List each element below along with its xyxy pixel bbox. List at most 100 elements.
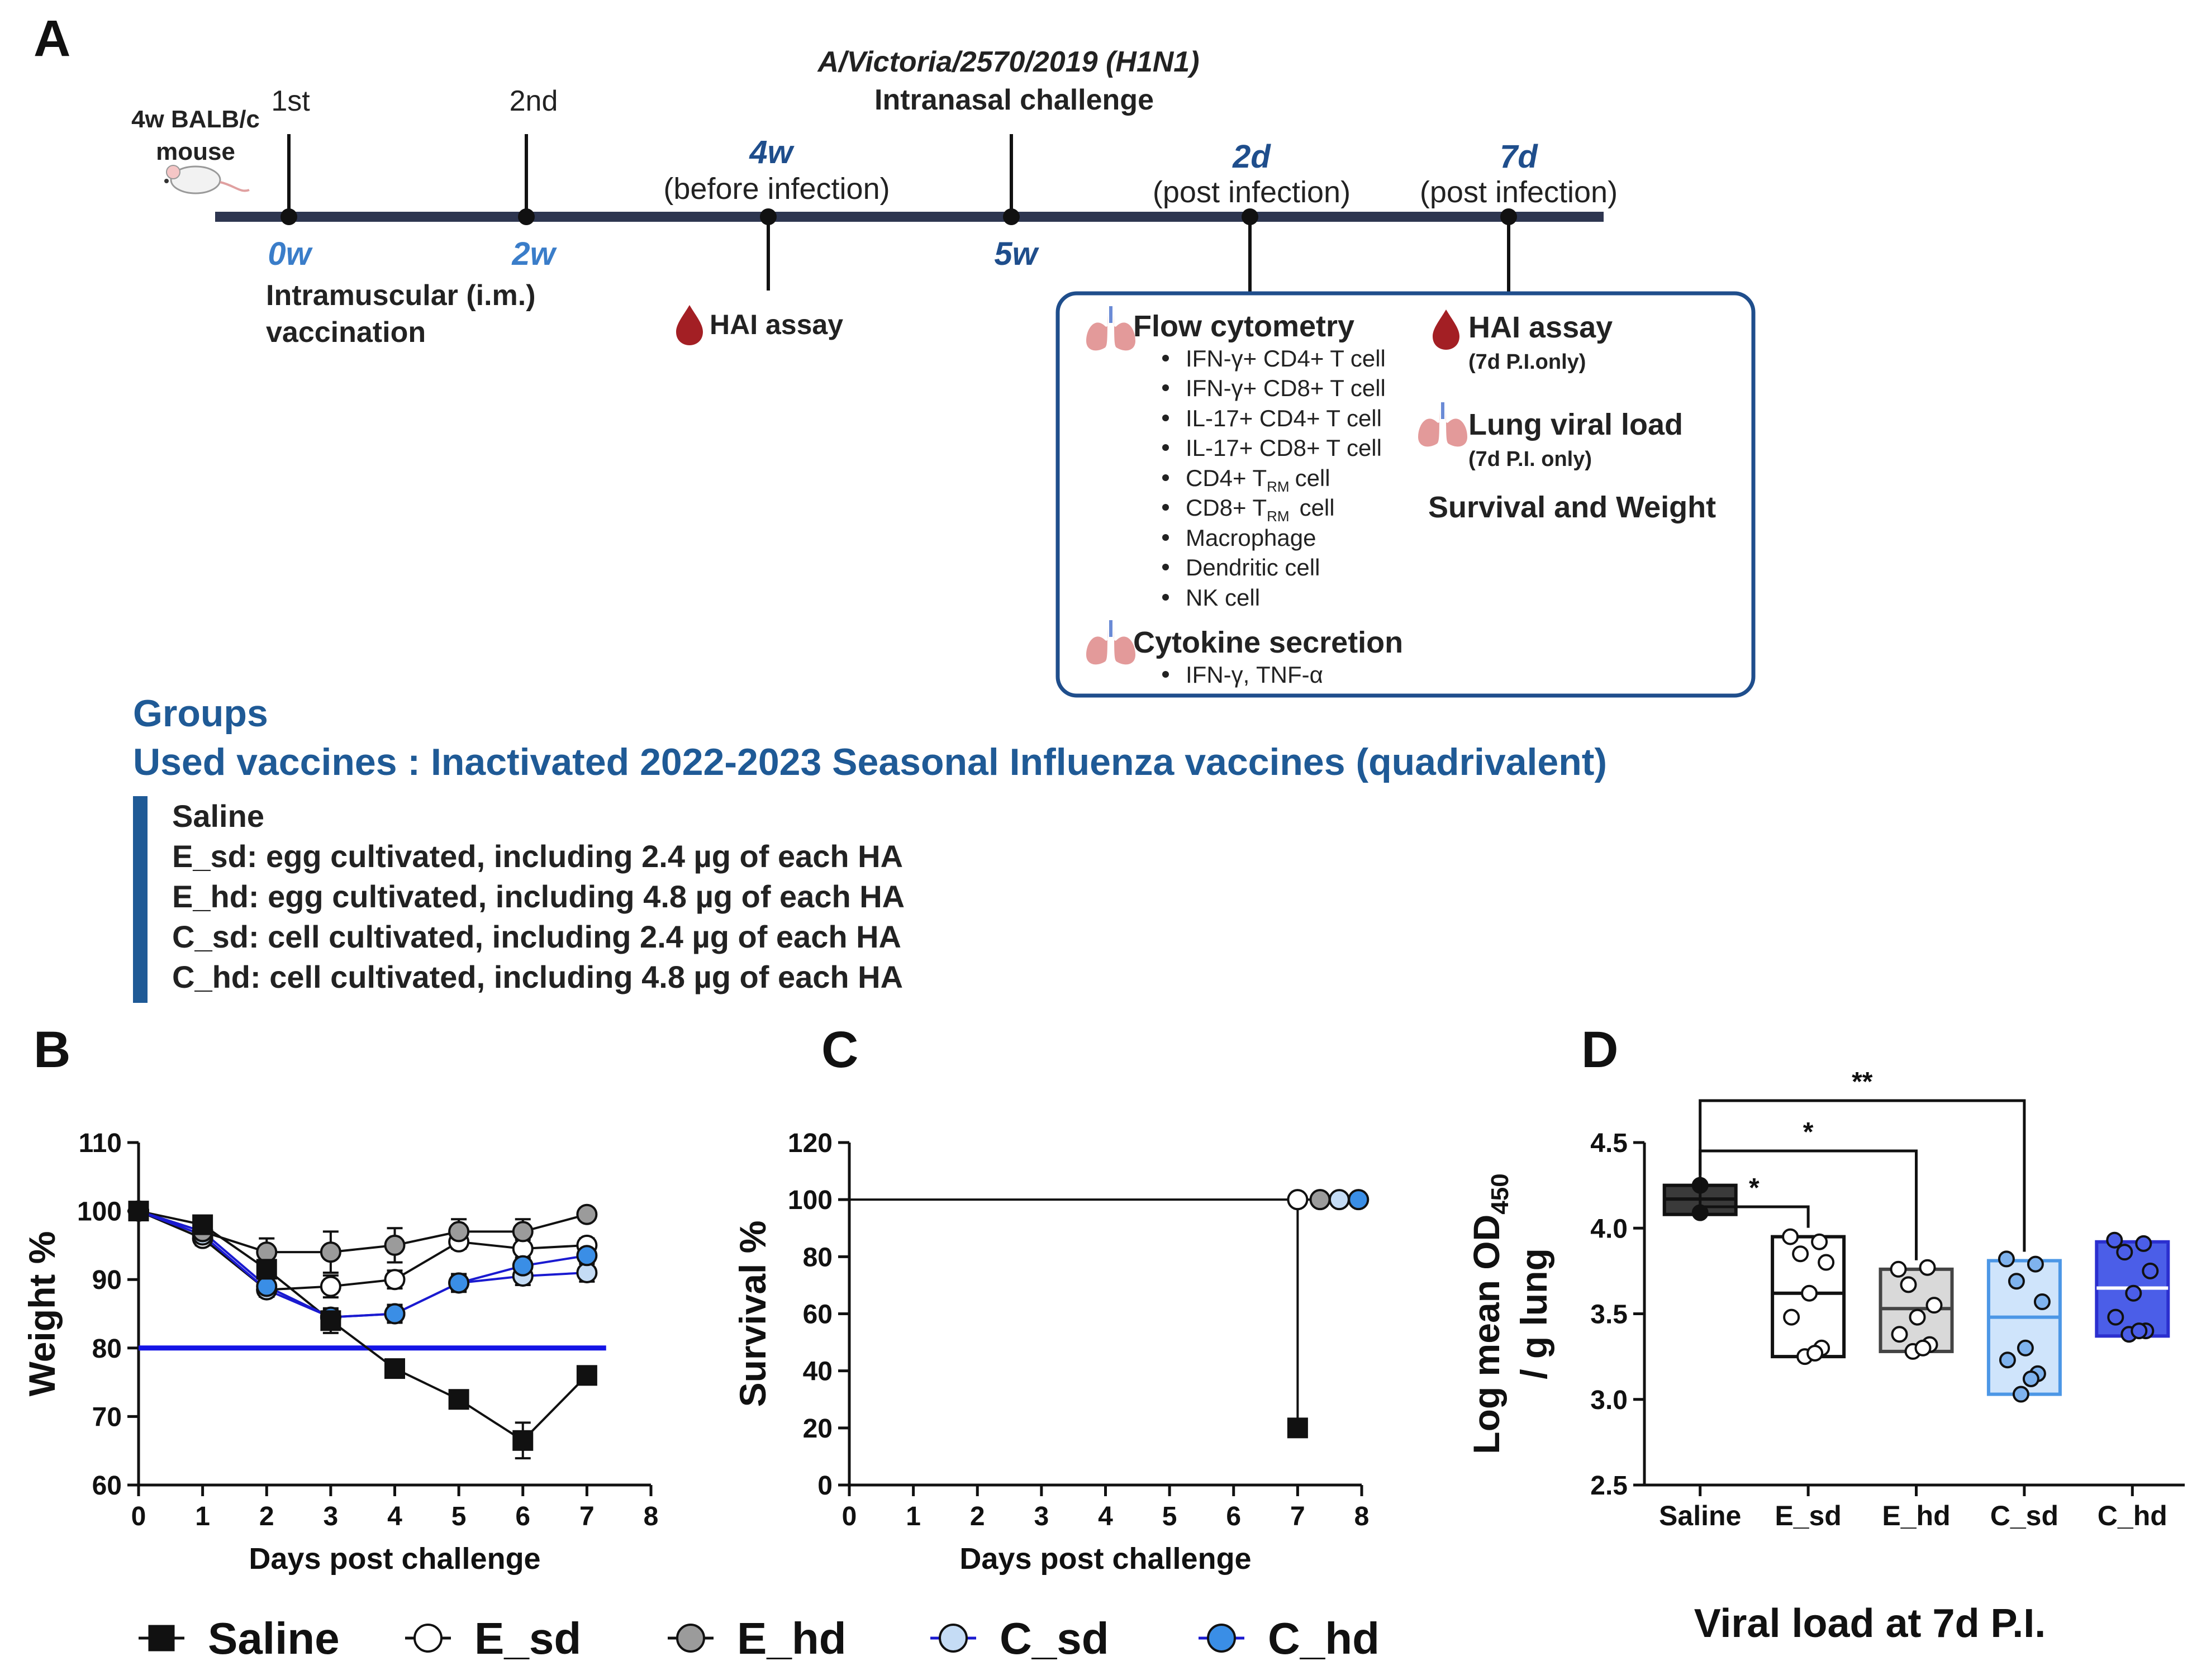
x-tick-label: 5 xyxy=(1162,1502,1177,1531)
timeline-ticks xyxy=(287,134,1510,293)
x-tick-label: 6 xyxy=(515,1502,530,1531)
marker-saline xyxy=(512,1430,534,1451)
survival-chart: 0 20 40 60 80 100 120 0 1 2 3 4 5 6 7 8 Days post challe… xyxy=(732,1129,1369,1576)
x-tick-label: 8 xyxy=(644,1502,659,1531)
x-tick-label: 3 xyxy=(324,1502,339,1531)
y-tick-label: 80 xyxy=(803,1243,833,1272)
significance-label: * xyxy=(1749,1173,1760,1203)
marker-e-hd xyxy=(676,1624,705,1653)
time-5w: 5w xyxy=(994,236,1039,272)
time-2d: 2d xyxy=(1232,139,1271,175)
y-tick-label: 80 xyxy=(92,1334,122,1364)
challenge-route: Intranasal challenge xyxy=(874,84,1154,116)
time-2w: 2w xyxy=(511,236,557,272)
group-item: E_hd: egg cultivated, including 4.8 µg o… xyxy=(172,879,905,914)
time-2d-note: (post infection) xyxy=(1153,175,1351,209)
flow-list: IFN-γ+ CD4+ T cell IFN-γ+ CD8+ T cell IL… xyxy=(1162,345,1386,611)
marker-c-hd xyxy=(256,1276,278,1297)
box-c-sd xyxy=(1986,1259,2062,1396)
y-axis-title: Log mean OD450 xyxy=(1466,1173,1514,1454)
marker-e-hd xyxy=(512,1221,534,1243)
data-point xyxy=(1925,1297,1943,1314)
x-tick-label: 0 xyxy=(842,1502,857,1531)
flow-item: Dendritic cell xyxy=(1186,554,1320,580)
marker-saline xyxy=(384,1358,405,1379)
group-item: E_sd: egg cultivated, including 2.4 µg o… xyxy=(172,839,903,874)
marker-e-sd xyxy=(1287,1189,1309,1211)
viral-load-chart: 2.5 3.0 3.5 4.0 4.5 Saline E_sd E_hd C_sd C_hd Log… xyxy=(1466,1067,2185,1646)
marker-e-sd xyxy=(384,1269,406,1291)
data-point xyxy=(2125,1284,2142,1302)
data-point xyxy=(2033,1293,2051,1311)
marker-saline xyxy=(576,1365,597,1386)
marker-e-hd xyxy=(256,1241,278,1263)
data-point xyxy=(1914,1339,1932,1357)
significance-bracket xyxy=(1699,1099,2026,1252)
x-tick-label: 2 xyxy=(259,1502,274,1531)
mouse-label-2: mouse xyxy=(156,138,235,165)
group-item: C_sd: cell cultivated, including 2.4 µg … xyxy=(172,919,901,954)
group-item: C_hd: cell cultivated, including 4.8 µg … xyxy=(172,959,903,994)
significance-label: * xyxy=(1803,1117,1814,1147)
x-axis-title: Days post challenge xyxy=(959,1542,1251,1576)
y-tick-label: 3.0 xyxy=(1590,1386,1628,1415)
y-tick-label: 3.5 xyxy=(1590,1300,1628,1330)
cytokine-item: IFN-γ, TNF-α xyxy=(1186,661,1323,688)
assay-box xyxy=(1055,291,1756,698)
time-7d: 7d xyxy=(1500,139,1538,175)
y-tick-label: 60 xyxy=(803,1300,833,1330)
flow-title: Flow cytometry xyxy=(1133,310,1354,343)
series-line-saline xyxy=(138,1210,588,1442)
legend: Saline E_sd E_hd C_sd C_hd xyxy=(139,1614,1380,1663)
legend-label: E_hd xyxy=(737,1614,847,1663)
x-tick-label: 8 xyxy=(1354,1502,1370,1531)
survival-line xyxy=(849,1198,1299,1428)
vaccination-label: Intramuscular (i.m.) xyxy=(266,279,536,312)
hai-title: HAI assay xyxy=(1468,311,1613,344)
panel-label-c: C xyxy=(821,1021,858,1078)
significance-bracket xyxy=(1699,1175,1810,1228)
legend-label: E_sd xyxy=(474,1614,581,1663)
data-point xyxy=(2012,1386,2029,1403)
data-point xyxy=(2106,1231,2123,1249)
time-4w: 4w xyxy=(749,134,795,170)
group-item: Saline xyxy=(172,798,264,834)
data-point xyxy=(2107,1308,2124,1326)
data-point xyxy=(1891,1326,1908,1343)
timeline-dots xyxy=(280,208,1517,225)
groups-bar xyxy=(133,796,148,1003)
group-list: Saline E_sd: egg cultivated, including 2… xyxy=(172,798,905,994)
x-tick-label: 5 xyxy=(451,1502,467,1531)
cytokine-title: Cytokine secretion xyxy=(1133,626,1403,659)
x-tick-label: C_hd xyxy=(2098,1500,2167,1531)
flow-item: NK cell xyxy=(1186,584,1260,611)
series-line-c-hd xyxy=(138,1210,587,1319)
y-tick-label: 90 xyxy=(92,1265,122,1295)
x-tick-label: 3 xyxy=(1034,1502,1049,1531)
marker-e-hd xyxy=(1309,1189,1331,1211)
trm-cd8-item: CD8+ TRM cell xyxy=(1186,494,1335,525)
time-4w-note: (before infection) xyxy=(663,172,890,206)
chart-title: Viral load at 7d P.I. xyxy=(1694,1601,2046,1646)
panel-label-a: A xyxy=(34,10,70,67)
data-point xyxy=(1998,1250,2015,1268)
groups-title: Groups xyxy=(133,692,268,735)
series-line-e-sd xyxy=(138,1210,587,1291)
flow-item: Macrophage xyxy=(1186,525,1316,551)
marker-saline xyxy=(320,1310,341,1331)
x-tick-label: 0 xyxy=(131,1502,146,1531)
y-axis-title: Survival % xyxy=(732,1221,773,1407)
challenge-strain: A/Victoria/2570/2019 (H1N1) xyxy=(816,46,1199,78)
y-tick-label: 4.5 xyxy=(1590,1129,1628,1158)
marker-saline xyxy=(192,1214,213,1235)
x-tick-label: 7 xyxy=(1290,1502,1305,1531)
time-7d-note: (post infection) xyxy=(1420,175,1618,209)
data-point xyxy=(2131,1322,2148,1340)
data-point xyxy=(1782,1228,1799,1245)
x-tick-label: 4 xyxy=(387,1502,402,1531)
data-point xyxy=(1801,1284,1818,1302)
marker-c-hd xyxy=(512,1255,534,1277)
marker-saline xyxy=(1287,1417,1308,1439)
hai-note: (7d P.I.only) xyxy=(1468,350,1586,374)
marker-saline xyxy=(256,1259,277,1280)
